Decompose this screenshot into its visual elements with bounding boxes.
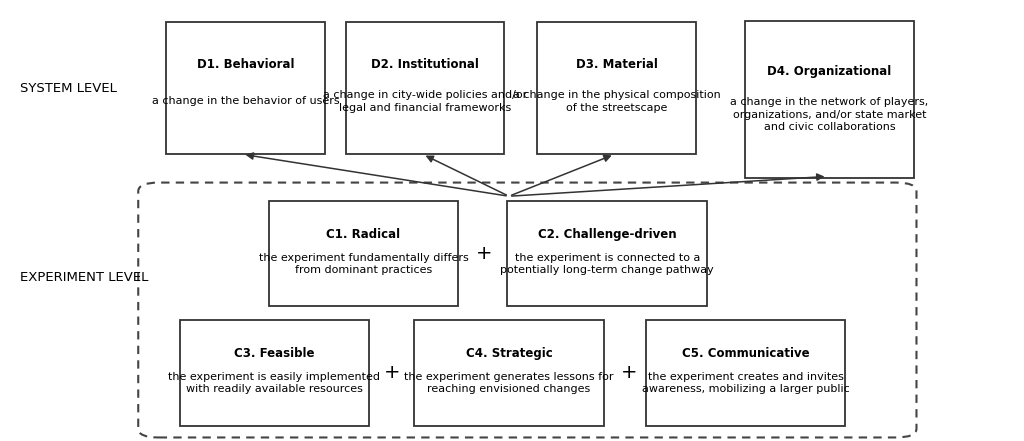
Text: the experiment generates lessons for
reaching envisioned changes: the experiment generates lessons for rea… [404, 372, 613, 394]
Text: a change in the behavior of users: a change in the behavior of users [152, 97, 340, 106]
Text: D4. Organizational: D4. Organizational [767, 64, 892, 78]
FancyBboxPatch shape [345, 22, 504, 154]
Text: the experiment creates and invites
awareness, mobilizing a larger public: the experiment creates and invites aware… [642, 372, 849, 394]
Text: a change in city-wide policies and/or
legal and financial frameworks: a change in city-wide policies and/or le… [323, 90, 527, 112]
Text: a change in the physical composition
of the streetscape: a change in the physical composition of … [513, 90, 720, 112]
Text: +: + [384, 363, 400, 382]
Text: the experiment fundamentally differs
from dominant practices: the experiment fundamentally differs fro… [259, 253, 468, 275]
FancyBboxPatch shape [507, 201, 707, 306]
Text: D2. Institutional: D2. Institutional [371, 58, 479, 71]
FancyBboxPatch shape [537, 22, 696, 154]
Text: C1. Radical: C1. Radical [327, 228, 400, 241]
FancyBboxPatch shape [414, 320, 603, 426]
FancyBboxPatch shape [645, 320, 845, 426]
Text: C5. Communicative: C5. Communicative [682, 347, 809, 360]
Text: EXPERIMENT LEVEL: EXPERIMENT LEVEL [20, 271, 148, 284]
Text: C2. Challenge-driven: C2. Challenge-driven [538, 228, 677, 241]
FancyBboxPatch shape [180, 320, 370, 426]
Text: the experiment is easily implemented
with readily available resources: the experiment is easily implemented wit… [168, 372, 381, 394]
Text: D1. Behavioral: D1. Behavioral [197, 58, 295, 71]
Text: D3. Material: D3. Material [575, 58, 657, 71]
Text: C3. Feasible: C3. Feasible [234, 347, 314, 360]
FancyBboxPatch shape [745, 21, 914, 177]
Text: +: + [476, 244, 493, 263]
Text: a change in the network of players,
organizations, and/or state market
and civic: a change in the network of players, orga… [730, 97, 929, 132]
Text: C4. Strategic: C4. Strategic [466, 347, 552, 360]
FancyBboxPatch shape [268, 201, 458, 306]
FancyBboxPatch shape [166, 22, 326, 154]
Text: SYSTEM LEVEL: SYSTEM LEVEL [20, 82, 118, 95]
Text: the experiment is connected to a
potentially long-term change pathway: the experiment is connected to a potenti… [501, 253, 714, 275]
Text: +: + [621, 363, 637, 382]
